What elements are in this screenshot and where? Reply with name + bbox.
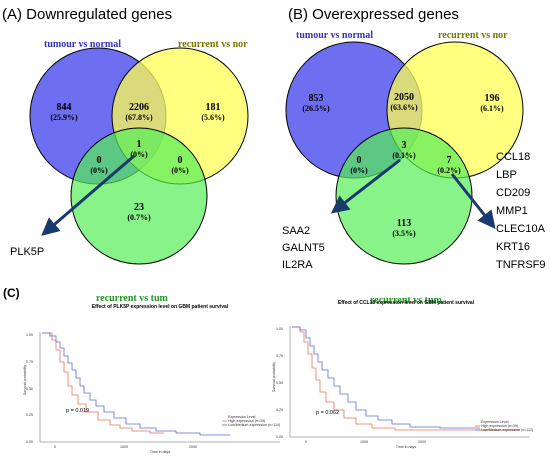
venn-a-count: 181	[206, 102, 221, 113]
callout-gene-plk5p: PLK5P	[10, 246, 44, 258]
km-y-tick: 0.25	[26, 413, 33, 417]
venn-a-circle-recurrent-tumour	[70, 127, 208, 265]
km-legend-low: Low/Medium-expression (n=114)	[228, 423, 280, 427]
gene-label: SAA2	[282, 225, 310, 237]
gene-label: CLEC10A	[496, 223, 546, 235]
venn-b-count: 7	[447, 155, 452, 166]
callout-arrow-b-right	[450, 173, 496, 230]
venn-a-count: 0	[97, 155, 102, 166]
km-y-tick: 1.00	[26, 333, 33, 337]
venn-b-pct: (0.2%)	[437, 166, 461, 175]
gene-label: CD209	[496, 187, 530, 199]
km-x-tick: 0	[305, 440, 307, 444]
panel-c-label: (C)	[3, 286, 20, 300]
gene-label: LBP	[496, 169, 517, 181]
callout-arrow-b-left	[330, 158, 401, 214]
km-y-tick: 1.00	[276, 327, 283, 331]
km-y-tick: 0.50	[26, 387, 33, 391]
venn-b-count: 853	[309, 93, 324, 104]
callout-genes-b-right: CCL18 LBP CD209 MMP1 CLEC10A KRT16 TNFRS…	[496, 151, 546, 271]
callout-genes-b-left: SAA2 GALNT5 IL2RA	[282, 225, 325, 271]
km-y-tick: 0.25	[276, 408, 283, 412]
km-x-tick: 1000	[120, 445, 128, 449]
gene-label: MMP1	[496, 205, 528, 217]
venn-a-pct: (67.8%)	[125, 113, 153, 122]
gene-label: KRT16	[496, 241, 530, 253]
gene-label: IL2RA	[282, 259, 313, 271]
km-legend-title: Expression Level	[228, 415, 256, 419]
km-x-tick: 0	[54, 445, 56, 449]
panel-b-title: (B) Overexpressed genes	[288, 6, 459, 23]
venn-b-count: 2050	[394, 92, 414, 103]
km-x-tick: 2000	[189, 445, 197, 449]
venn-b-count: 196	[485, 93, 500, 104]
venn-a-label-recurrent-normal: recurrent vs nor	[178, 39, 248, 50]
km-y-tick: 0.00	[276, 435, 283, 439]
km-legend-title: Expression Level	[481, 420, 509, 424]
callout-arrow-a	[41, 154, 135, 236]
km-y-tick: 0.75	[276, 354, 283, 358]
km-x-label: Time in days	[150, 450, 170, 454]
venn-a-regions: 844 (25.9%) 2206 (67.8%) 181 (5.6%) 0 (0…	[50, 102, 225, 222]
km-curve-high	[42, 332, 164, 434]
venn-b-pct: (0%)	[350, 166, 368, 175]
venn-b-label-recurrent-tumour: recurrent vs tum	[370, 295, 443, 306]
venn-a-label-tumour-normal: tumour vs normal	[44, 39, 121, 50]
venn-b-count: 113	[397, 218, 411, 229]
venn-b-label-recurrent-normal: recurrent vs nor	[438, 30, 508, 41]
km-x-label: Time in days	[396, 445, 416, 449]
venn-a-count: 1	[137, 139, 142, 150]
venn-a-pct: (0.7%)	[127, 213, 151, 222]
venn-a-count: 23	[134, 202, 144, 213]
venn-a-pct: (0%)	[90, 166, 108, 175]
venn-b-pct: (6.1%)	[480, 104, 504, 113]
km-y-label: Survival probability	[272, 362, 276, 392]
venn-a-pct: (25.9%)	[50, 113, 78, 122]
km-plot-ccl18: Effect of CCL18 expression level on GBM …	[272, 300, 533, 449]
km-legend-low: Low/Medium-expression (n=112)	[481, 428, 533, 432]
km-p-value: p = 0.062	[316, 410, 339, 416]
venn-b-count: 3	[402, 140, 407, 151]
km-y-tick: 0.75	[26, 360, 33, 364]
km-y-label: Survival probability	[23, 365, 27, 395]
km-curve-high	[292, 326, 520, 431]
gene-label: GALNT5	[282, 242, 325, 254]
km-plot-plk5p: Effect of PLK5P expression level on GBM …	[23, 304, 280, 454]
venn-a	[29, 47, 249, 265]
gene-label: CCL18	[496, 151, 530, 163]
venn-b-pct: (63.6%)	[390, 103, 418, 112]
venn-a-pct: (0%)	[171, 166, 189, 175]
venn-a-pct: (0%)	[130, 150, 148, 159]
venn-b-pct: (3.5%)	[392, 229, 416, 238]
km-legend-high: High expression (n=39)	[481, 424, 518, 428]
venn-a-count: 0	[178, 155, 183, 166]
km-p-value: p = 0.019	[66, 408, 89, 414]
venn-a-count: 844	[57, 102, 72, 113]
venn-a-pct: (5.6%)	[201, 113, 225, 122]
venn-b	[285, 41, 524, 265]
panel-a-title: (A) Downregulated genes	[2, 6, 172, 23]
km-legend-high: High expression (n=39)	[228, 419, 265, 423]
venn-a-count: 2206	[129, 102, 149, 113]
km-x-tick: 1000	[360, 440, 368, 444]
venn-b-count: 0	[357, 155, 362, 166]
km-x-tick: 2000	[418, 440, 426, 444]
km-y-tick: 0.00	[26, 440, 33, 444]
km-curve-low	[292, 326, 480, 429]
gene-label: TNFRSF9	[496, 259, 546, 271]
venn-b-pct: (0.1%)	[392, 151, 416, 160]
venn-b-label-tumour-normal: tumour vs normal	[296, 30, 373, 41]
venn-b-regions: 853 (26.5%) 2050 (63.6%) 196 (6.1%) 0 (0…	[302, 92, 504, 238]
km-curve-low	[42, 332, 230, 436]
venn-b-pct: (26.5%)	[302, 104, 330, 113]
km-plot-title: Effect of PLK5P expression level on GBM …	[92, 304, 229, 310]
venn-a-label-recurrent-tumour: recurrent vs tum	[96, 293, 169, 304]
km-y-tick: 0.50	[276, 381, 283, 385]
km-plot-title: Effect of CCL18 expression level on GBM …	[338, 300, 475, 306]
